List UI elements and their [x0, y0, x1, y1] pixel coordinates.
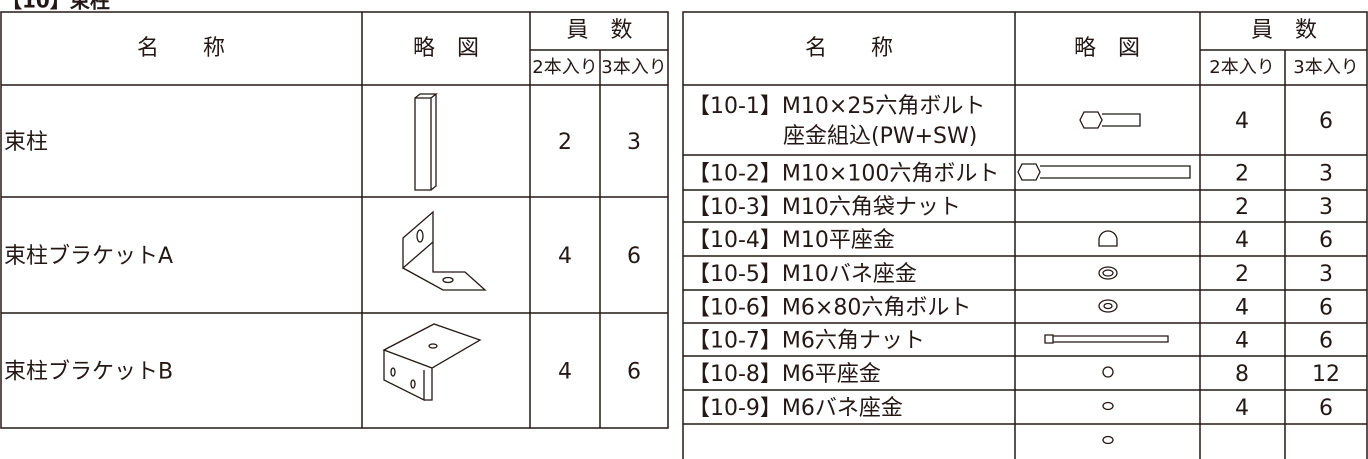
qty-three: 3 [1319, 162, 1333, 187]
qty-two: 4 [1235, 396, 1249, 421]
qty-three: 6 [627, 360, 641, 385]
item-name: 【10-1】M10×25六角ボルト [688, 94, 985, 119]
qty-two: 2 [1235, 195, 1249, 220]
header-quantity: 員 数 [566, 18, 632, 43]
qty-three: 6 [627, 244, 641, 269]
header-two: 2本入り [532, 57, 597, 78]
right-table-grid [682, 11, 1368, 459]
item-name: 束柱ブラケットB [4, 360, 173, 385]
qty-two: 4 [558, 244, 572, 269]
header-two: 2本入り [1209, 57, 1274, 78]
header-diagram: 略 図 [1074, 36, 1140, 61]
item-name: 束柱ブラケットA [4, 244, 173, 269]
item-name: 座金組込(PW+SW) [783, 124, 977, 149]
diagram-icons [382, 93, 1191, 445]
left-table-grid [0, 11, 669, 429]
header-three: 3本入り [601, 57, 666, 78]
qty-two: 4 [1235, 109, 1249, 134]
item-name: 【10-8】M6平座金 [688, 362, 881, 387]
qty-two: 4 [558, 360, 572, 385]
qty-three: 6 [1319, 228, 1333, 253]
qty-two: 4 [1235, 228, 1249, 253]
qty-three: 6 [1319, 296, 1333, 321]
item-name: 【10-6】M6×80六角ボルト [688, 296, 971, 321]
qty-three: 6 [1319, 329, 1333, 354]
header-quantity: 員 数 [1251, 18, 1317, 43]
item-name: 【10-4】M10平座金 [688, 228, 895, 253]
qty-three: 12 [1312, 362, 1340, 387]
qty-three: 3 [627, 130, 641, 155]
qty-two: 8 [1235, 362, 1249, 387]
qty-two: 2 [1235, 162, 1249, 187]
item-name: 束柱 [4, 130, 48, 155]
section-title: 【10】束柱 [2, 0, 110, 13]
qty-three: 3 [1319, 195, 1333, 220]
qty-two: 2 [1235, 262, 1249, 287]
item-name: 【10-3】M10六角袋ナット [688, 195, 961, 220]
header-name: 名 称 [805, 36, 893, 61]
header-diagram: 略 図 [413, 36, 479, 61]
qty-two: 4 [1235, 329, 1249, 354]
qty-two: 4 [1235, 296, 1249, 321]
header-three: 3本入り [1293, 57, 1358, 78]
item-name: 【10-5】M10バネ座金 [688, 262, 917, 287]
item-name: 【10-9】M6バネ座金 [688, 396, 903, 421]
header-name: 名 称 [137, 36, 225, 61]
qty-three: 6 [1319, 109, 1333, 134]
item-name: 【10-7】M6六角ナット [688, 329, 925, 354]
qty-two: 2 [558, 130, 572, 155]
qty-three: 6 [1319, 396, 1333, 421]
qty-three: 3 [1319, 262, 1333, 287]
item-name: 【10-2】M10×100六角ボルト [688, 162, 999, 187]
